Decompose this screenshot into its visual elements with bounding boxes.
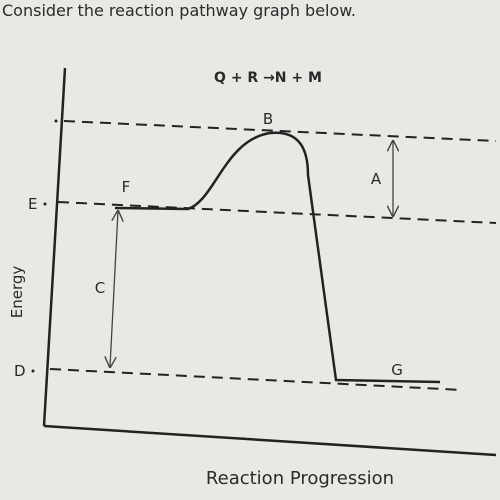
dashed-line: [49, 368, 463, 391]
label-e: E: [28, 195, 37, 213]
y-axis: [42, 67, 67, 427]
x-axis-label: Reaction Progression: [206, 468, 394, 489]
arrow-c: [110, 211, 118, 367]
label-f: F: [122, 178, 131, 196]
dot: [43, 202, 47, 206]
label-a: A: [371, 170, 382, 188]
y-axis-label: Energy: [8, 266, 26, 319]
reaction-equation: Q + R →N + M: [214, 70, 322, 86]
dashed-line: [63, 120, 497, 142]
label-g: G: [391, 361, 403, 379]
dashed-line: [57, 201, 497, 224]
dot: [54, 119, 58, 123]
energy-curve: [114, 131, 441, 384]
question: Consider the reaction pathway graph belo…: [2, 1, 356, 20]
x-axis: [43, 424, 497, 457]
dot: [31, 369, 35, 373]
label-c: C: [95, 279, 105, 297]
label-b: B: [263, 110, 273, 128]
label-d: D: [14, 362, 26, 380]
